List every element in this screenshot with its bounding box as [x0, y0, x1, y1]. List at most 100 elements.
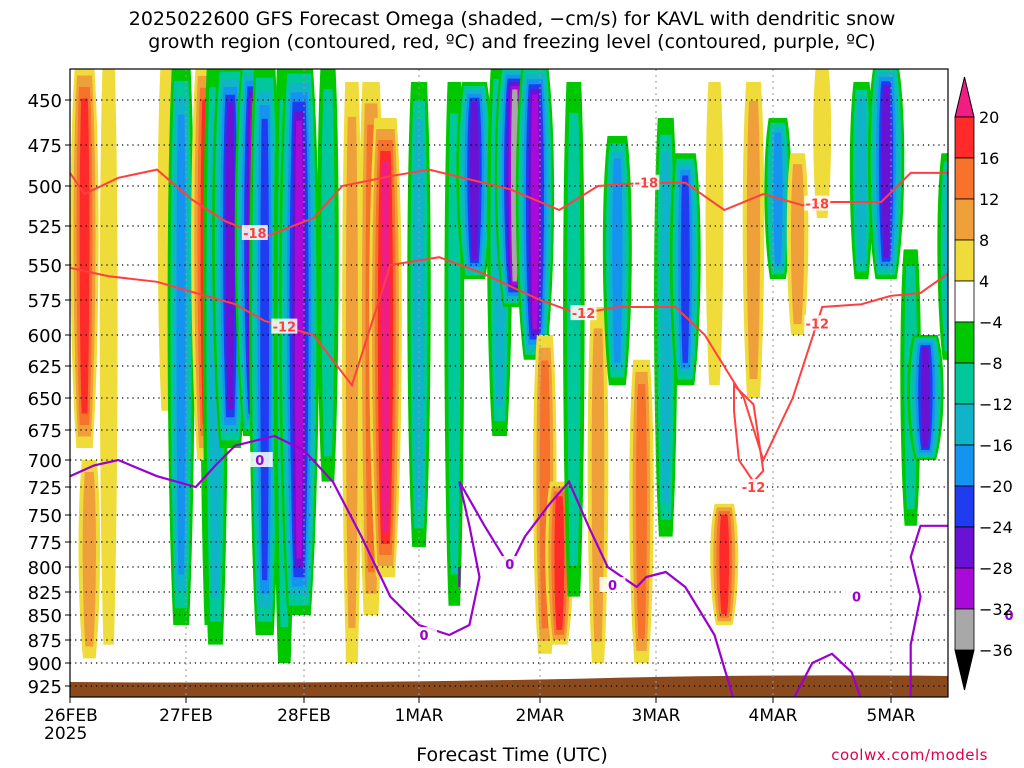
freezing-label-bg — [599, 577, 626, 592]
freezing-label-bg — [996, 607, 1022, 622]
x-tick-label: 27FEB — [159, 706, 213, 726]
colorbar-label: −4 — [979, 313, 1003, 332]
colorbar-band — [954, 362, 975, 405]
colorbar: 20 16 12 8 4 −4 −8 −12 −16 −20 −24 −28 −32 −36 — [954, 76, 1013, 691]
colorbar-band — [954, 526, 975, 569]
omega-band — [660, 151, 671, 504]
omega-band — [448, 113, 461, 575]
minus18-label-bg — [241, 225, 268, 241]
y-tick-label: 450 — [28, 91, 62, 112]
colorbar-band — [954, 198, 975, 241]
omega-band — [554, 496, 565, 630]
omega-band — [612, 158, 623, 363]
x-tick-label: 4MAR — [749, 706, 798, 726]
minus18-label: -18 — [243, 227, 267, 242]
omega-band — [321, 89, 335, 457]
omega-band — [944, 169, 948, 344]
freezing-level-contour — [70, 434, 735, 697]
y-tick-label: 475 — [28, 136, 62, 157]
colorbar-band — [954, 444, 975, 487]
omega-band — [380, 162, 391, 533]
minus12-contour — [70, 256, 948, 463]
y-tick-label: 525 — [28, 217, 62, 238]
omega-shading — [70, 69, 948, 663]
colorbar-label: −16 — [979, 436, 1013, 455]
minus18-label-bg — [804, 195, 831, 211]
omega-band — [567, 112, 581, 566]
omega-band — [82, 471, 96, 647]
y-tick-label: 575 — [28, 291, 62, 312]
minus12-label: -12 — [273, 321, 297, 336]
colorbar-overflow-high — [954, 76, 975, 118]
y-tick-label: 675 — [28, 421, 62, 442]
x-tick-label: 2MAR — [516, 706, 565, 726]
chart-title-line-2: growth region (contoured, red, ºC) and f… — [148, 31, 876, 53]
colorbar-band — [954, 403, 975, 446]
contours — [70, 168, 948, 697]
omega-band — [881, 85, 891, 258]
colorbar-label: 12 — [979, 190, 999, 209]
colorbar-band — [954, 567, 975, 610]
omega-band — [719, 514, 730, 615]
y-tick-label: 750 — [28, 506, 62, 527]
freezing-level-contour — [793, 652, 862, 697]
grid — [70, 69, 948, 697]
omega-band — [856, 97, 867, 264]
freezing-level-contour — [909, 524, 948, 697]
omega-band — [530, 94, 539, 330]
omega-band — [921, 347, 930, 448]
omega-band — [813, 69, 832, 218]
colorbar-label: −20 — [979, 477, 1013, 496]
y-tick-label: 500 — [28, 177, 62, 198]
y-tick-label: 800 — [28, 558, 62, 579]
freezing-label-bg — [411, 627, 438, 642]
omega-band — [225, 102, 235, 410]
colorbar-band — [954, 157, 975, 200]
colorbar-label: −8 — [979, 354, 1003, 373]
colorbar-label: −32 — [979, 600, 1013, 619]
minus12-label: -12 — [572, 307, 596, 322]
y-tick-label: 900 — [28, 654, 62, 675]
y-tick-label: 625 — [28, 357, 62, 378]
minus12-label-bg — [804, 315, 831, 331]
freezing-label-bg — [843, 588, 870, 604]
y-tick-label: 550 — [28, 256, 62, 277]
minus12-label-bg — [740, 479, 767, 494]
omega-band — [680, 175, 690, 363]
y-tick-label: 600 — [28, 326, 62, 347]
colorbar-band — [954, 485, 975, 528]
omega-band — [746, 100, 761, 380]
minus12-label-bg — [570, 305, 597, 321]
freezing-label: 0 — [1004, 609, 1013, 624]
minus18-label: -18 — [635, 177, 659, 192]
x-axis-title: Forecast Time (UTC) — [416, 744, 608, 766]
colorbar-label: 16 — [979, 149, 999, 168]
colorbar-band — [954, 608, 975, 651]
x-tick-label: 1MAR — [395, 706, 444, 726]
colorbar-overflow-low — [954, 649, 975, 691]
freezing-label: 0 — [852, 591, 861, 606]
y-tick-label: 825 — [28, 583, 62, 604]
y-tick-label: 725 — [28, 478, 62, 499]
chart-title-line-1: 2025022600 GFS Forecast Omega (shaded, −… — [128, 8, 896, 30]
freezing-label: 0 — [420, 629, 429, 644]
y-tick-label: 650 — [28, 389, 62, 410]
freezing-label: 0 — [608, 579, 617, 594]
site-credit[interactable]: coolwx.com/models — [831, 746, 988, 764]
y-tick-label: 925 — [28, 677, 62, 698]
minus12-label: -12 — [806, 317, 830, 332]
omega-band — [591, 328, 605, 642]
freezing-label-bg — [496, 556, 523, 571]
colorbar-band — [954, 280, 975, 323]
omega-band — [636, 384, 647, 639]
y-tick-label: 700 — [28, 451, 62, 472]
colorbar-label: 8 — [979, 231, 989, 250]
freezing-label: 0 — [505, 558, 514, 573]
colorbar-label: −12 — [979, 395, 1013, 414]
minus18-label-bg — [633, 174, 660, 190]
y-tick-label: 850 — [28, 606, 62, 627]
colorbar-label: 4 — [979, 272, 989, 291]
x-tick-label: 5MAR — [867, 706, 916, 726]
minus12-label: -12 — [742, 481, 766, 496]
